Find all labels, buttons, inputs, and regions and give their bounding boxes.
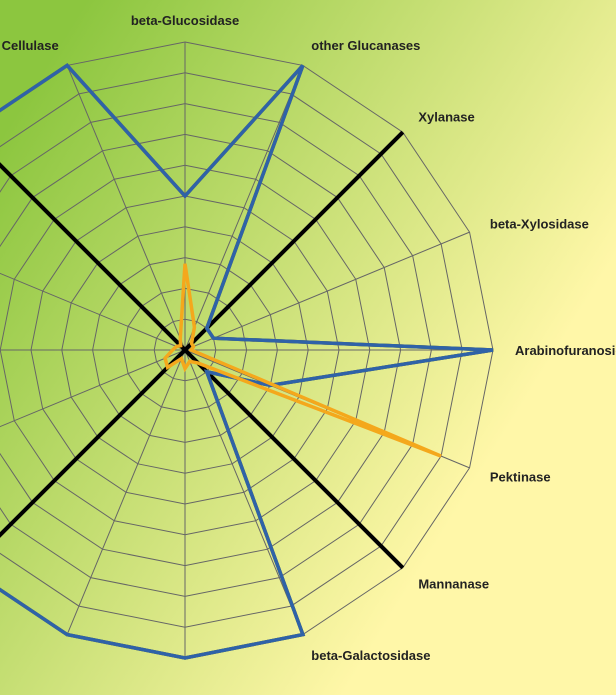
axis-label: Cellulase (2, 38, 59, 53)
series-line-4 (163, 263, 442, 458)
axis-label: beta-Glucosidase (131, 13, 239, 28)
axis-labels: beta-Glucosidase other Glucanases Xylanase… (2, 13, 616, 663)
axis-label: Arabinofuranosidase (515, 343, 616, 358)
grid-spoke (0, 272, 186, 351)
axis-label: beta-Xylosidase (490, 217, 589, 232)
series-line-3 (0, 63, 494, 660)
grid-spoke (0, 349, 186, 428)
grid-spoke (66, 349, 186, 635)
axis-label: Pektinase (490, 469, 551, 484)
axis-label: Xylanase (418, 110, 474, 125)
diagonal-lines (0, 130, 405, 570)
axis-label: Mannanase (418, 576, 489, 591)
grid-spoke (184, 231, 470, 351)
axis-label: beta-Galactosidase (311, 648, 430, 663)
axis-label: other Glucanases (311, 38, 420, 53)
diagonal-line (0, 162, 405, 570)
grid-spoke (184, 349, 304, 635)
grid-spoke (66, 65, 186, 351)
series-lines (0, 63, 494, 660)
grid-spoke (184, 65, 304, 351)
